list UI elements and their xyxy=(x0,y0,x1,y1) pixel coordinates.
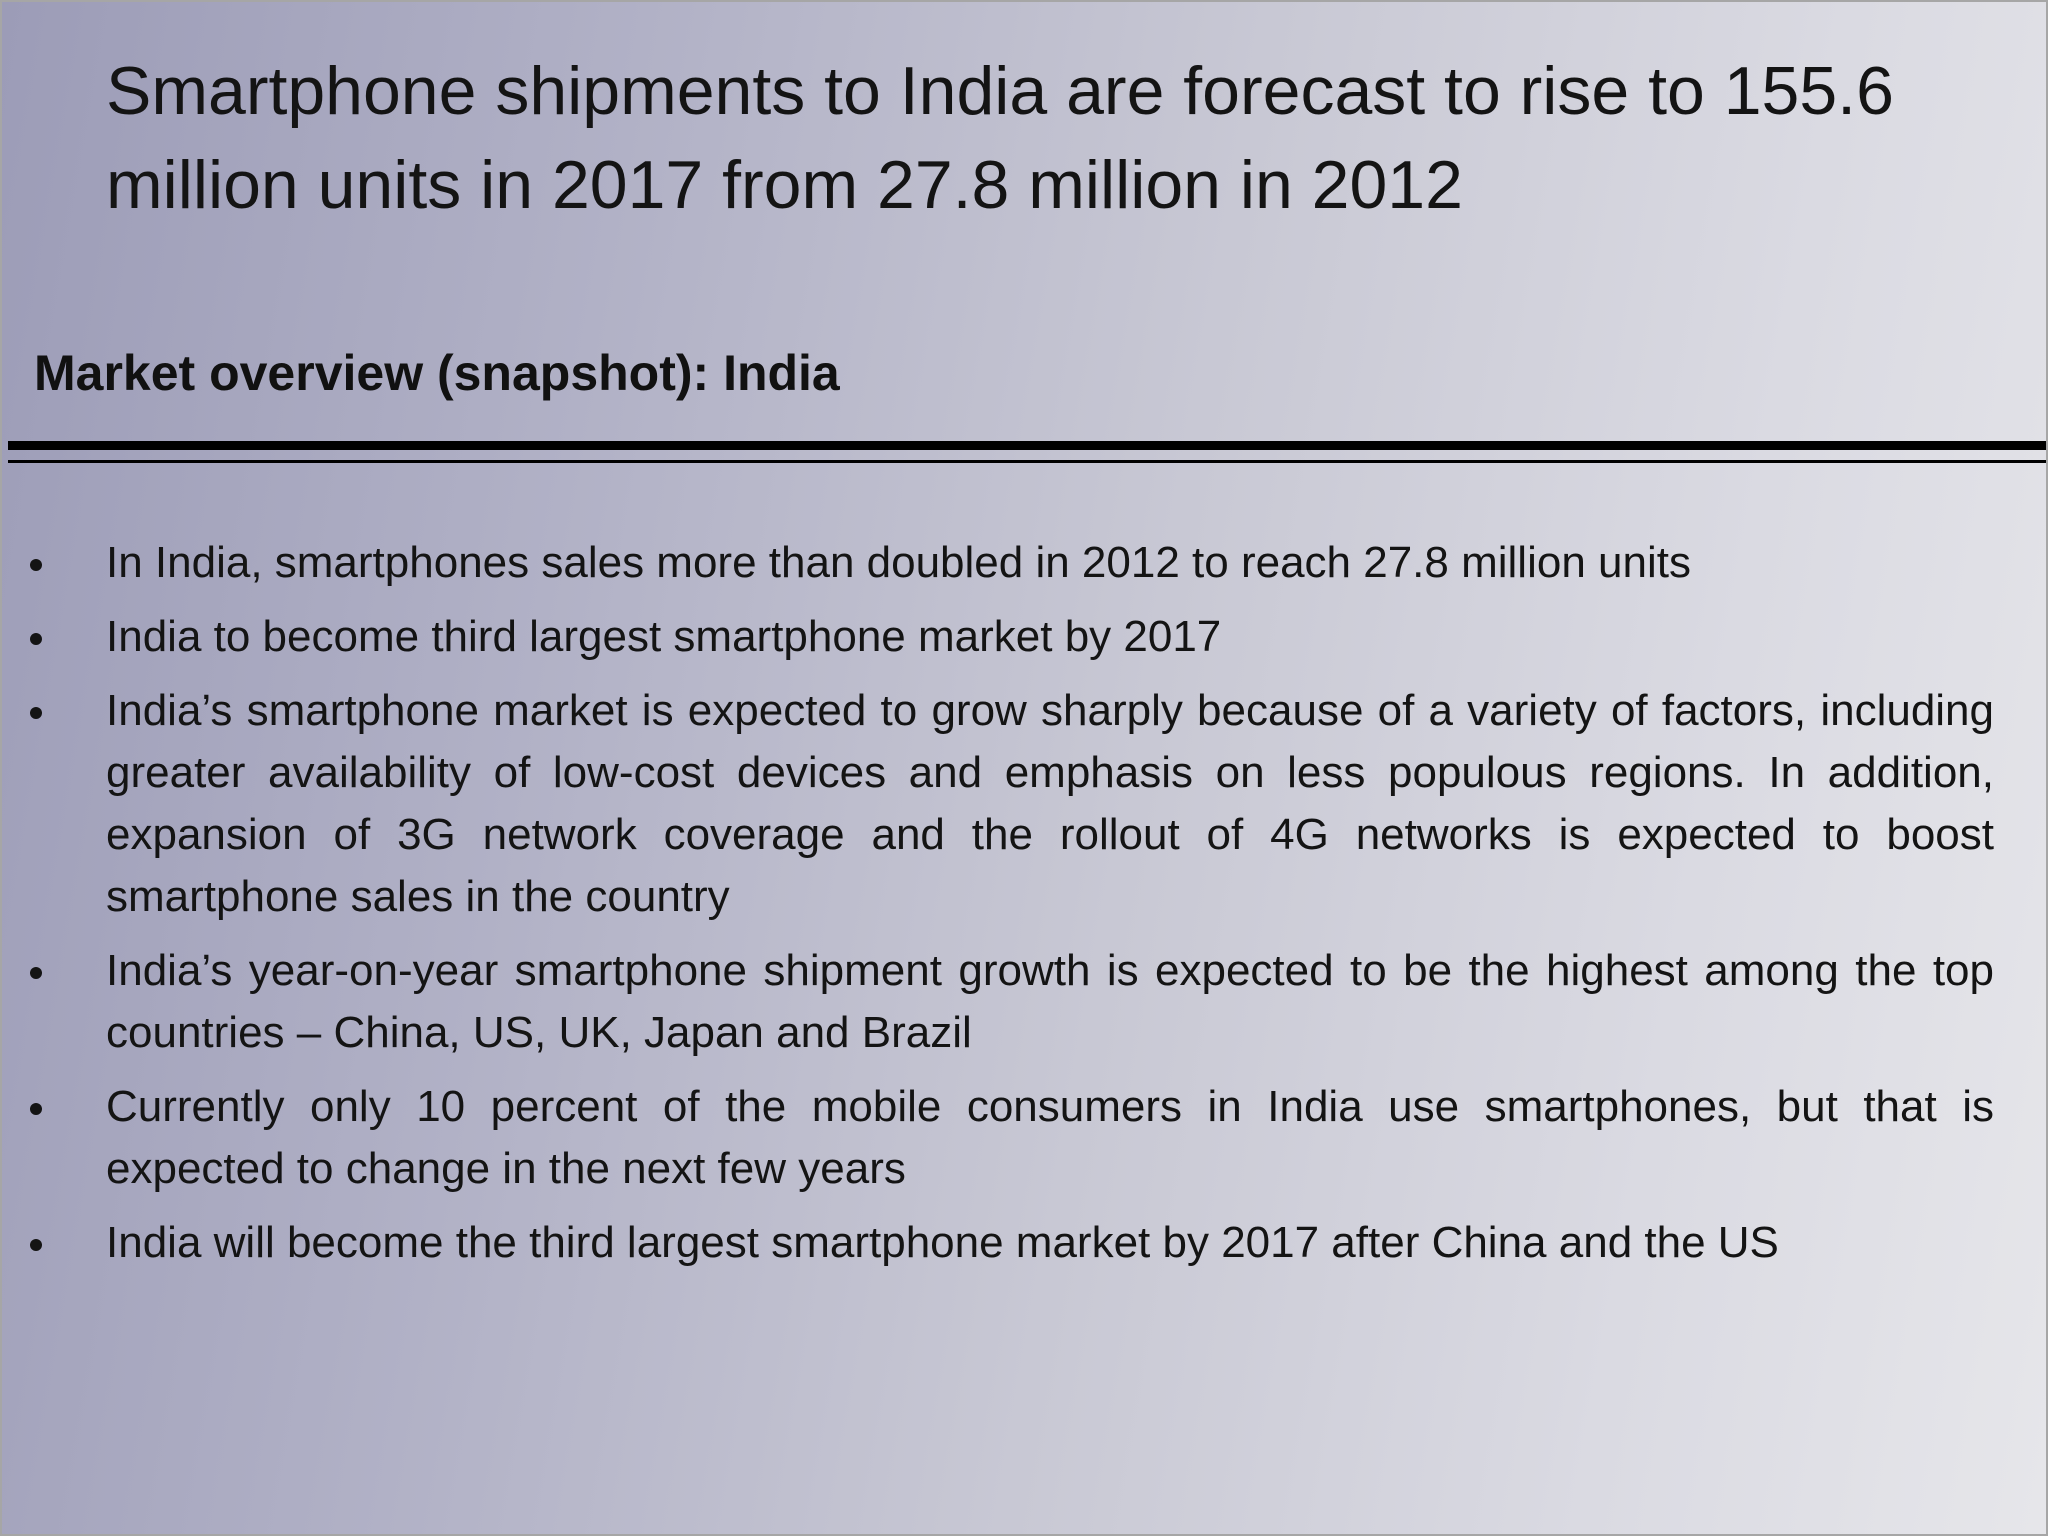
bullet-dot-icon xyxy=(30,559,42,571)
bullet-dot-icon xyxy=(30,967,42,979)
bullet-dot-icon xyxy=(30,707,42,719)
bullet-item: Currently only 10 percent of the mobile … xyxy=(2,1076,2048,1200)
bullet-text: Currently only 10 percent of the mobile … xyxy=(106,1082,1994,1193)
bullet-dot-icon xyxy=(30,1103,42,1115)
bullet-dot-icon xyxy=(30,1239,42,1251)
slide-subtitle: Market overview (snapshot): India xyxy=(34,345,840,401)
divider-thick xyxy=(8,441,2046,450)
bullet-list: In India, smartphones sales more than do… xyxy=(2,532,2048,1286)
bullet-text: In India, smartphones sales more than do… xyxy=(106,538,1691,587)
bullet-dot-icon xyxy=(30,633,42,645)
slide-title: Smartphone shipments to India are foreca… xyxy=(106,53,1894,223)
bullet-text: India will become the third largest smar… xyxy=(106,1218,1779,1267)
bullet-item: India’s year-on-year smartphone shipment… xyxy=(2,940,2048,1064)
bullet-text: India’s smartphone market is expected to… xyxy=(106,686,1994,921)
bullet-item: India to become third largest smartphone… xyxy=(2,606,2048,668)
bullet-text: India’s year-on-year smartphone shipment… xyxy=(106,946,1994,1057)
bullet-text: India to become third largest smartphone… xyxy=(106,612,1222,661)
divider-thin xyxy=(8,460,2046,463)
bullet-item: India will become the third largest smar… xyxy=(2,1212,2048,1274)
bullet-item: In India, smartphones sales more than do… xyxy=(2,532,2048,594)
bullet-item: India’s smartphone market is expected to… xyxy=(2,680,2048,928)
